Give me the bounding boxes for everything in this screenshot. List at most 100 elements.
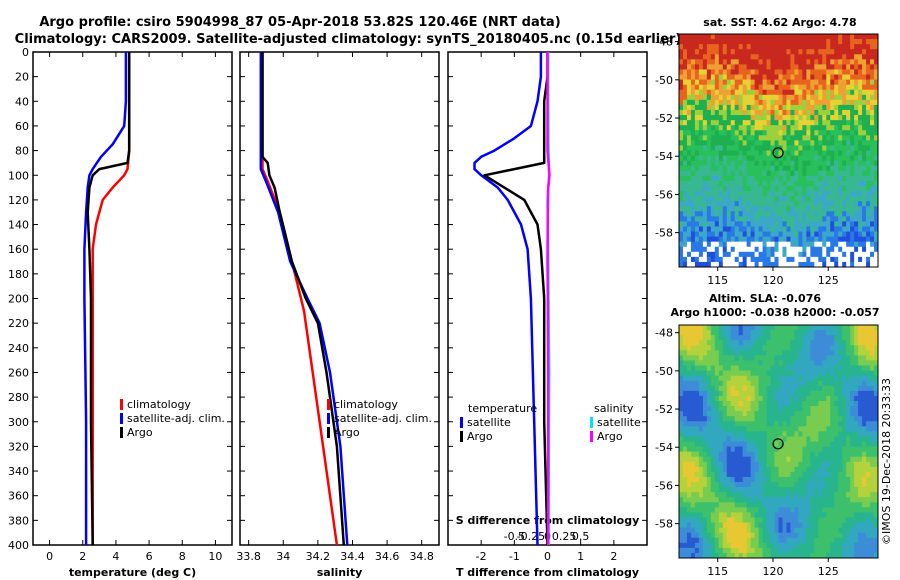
map-cell [858, 380, 863, 387]
map-cell [790, 451, 795, 458]
map-cell [722, 261, 728, 268]
map-cell [706, 226, 712, 232]
map-cell [774, 517, 779, 523]
map-cell [870, 547, 875, 554]
map-cell [834, 256, 839, 263]
map-cell [682, 476, 688, 483]
map-cell [774, 537, 779, 544]
map-cell [714, 456, 720, 463]
map-cell [742, 145, 748, 151]
map-cell [754, 145, 759, 151]
legend-title-temperature: temperature [468, 402, 537, 415]
map-cell [714, 431, 720, 437]
map-cell [718, 59, 724, 65]
map-cell [710, 400, 716, 407]
map-cell [694, 436, 700, 442]
map-cell [746, 537, 752, 544]
map-cell [706, 125, 712, 131]
map-cell [722, 385, 728, 392]
map-cell [854, 206, 859, 212]
map-cell [698, 94, 704, 101]
map-cell [826, 140, 831, 146]
map-cell [854, 411, 859, 417]
map-cell [870, 251, 875, 258]
map-cell [798, 542, 803, 549]
map-cell [822, 375, 827, 382]
map-cell [706, 466, 712, 473]
map-cell [806, 175, 811, 182]
map-cell [874, 120, 879, 126]
map-cell [698, 471, 704, 478]
map-cell [826, 421, 831, 427]
map-cell [714, 180, 720, 187]
map-cell [838, 502, 843, 508]
map-cell [782, 39, 787, 45]
map-cell [766, 120, 771, 126]
map-cell [866, 466, 871, 473]
map-cell [710, 64, 716, 70]
map-cell [842, 261, 847, 268]
map-cell [746, 385, 752, 392]
map-cell [874, 251, 879, 258]
map-cell [750, 140, 756, 146]
map-cell [830, 461, 835, 468]
map-cell [754, 201, 759, 207]
map-cell [874, 246, 879, 253]
map-cell [822, 99, 827, 106]
map-cell [734, 547, 740, 554]
map-cell [782, 436, 787, 442]
map-cell [754, 487, 759, 493]
map-cell [694, 64, 700, 70]
map-cell [726, 522, 732, 529]
map-cell [679, 517, 684, 523]
map-cell [822, 226, 827, 232]
map-cell [774, 49, 779, 55]
map-cell [730, 547, 736, 554]
map-cell [782, 145, 787, 151]
map-cell [850, 441, 855, 447]
map-cell [826, 330, 831, 336]
map-cell [718, 104, 724, 111]
map-cell [862, 471, 867, 478]
map-cell [874, 59, 879, 65]
map-cell [830, 84, 835, 91]
map-cell [754, 84, 759, 91]
map-cell [714, 150, 720, 156]
map-cell [806, 79, 811, 86]
map-cell [698, 487, 704, 493]
map-cell [710, 330, 716, 336]
map-cell [690, 325, 696, 331]
map-cell [679, 74, 684, 80]
map-cell [762, 236, 767, 243]
map-cell [726, 191, 732, 197]
map-cell [746, 471, 752, 478]
map-cell [722, 69, 728, 75]
map-cell [830, 261, 835, 268]
map-cell [686, 64, 692, 70]
map-cell [814, 44, 819, 50]
map-cell [830, 471, 835, 478]
map-cell [679, 482, 684, 488]
map-cell [734, 411, 740, 417]
map-cell [806, 482, 811, 488]
map-cell [690, 175, 696, 182]
map-cell [679, 380, 684, 387]
map-cell [810, 125, 815, 131]
map-cell [794, 54, 799, 60]
map-cell [830, 99, 835, 106]
map-cell [679, 502, 684, 508]
map-cell [782, 206, 787, 212]
map-cell [718, 431, 724, 437]
map-cell [814, 466, 819, 473]
map-cell [798, 406, 803, 412]
map-cell [806, 34, 811, 40]
map-cell [790, 170, 795, 177]
map-cell [679, 175, 684, 182]
map-cell [722, 456, 728, 463]
map-cell [754, 456, 759, 463]
map-cell [786, 400, 791, 407]
map-cell [778, 461, 783, 468]
map-cell [702, 64, 708, 70]
map-cell [826, 466, 831, 473]
